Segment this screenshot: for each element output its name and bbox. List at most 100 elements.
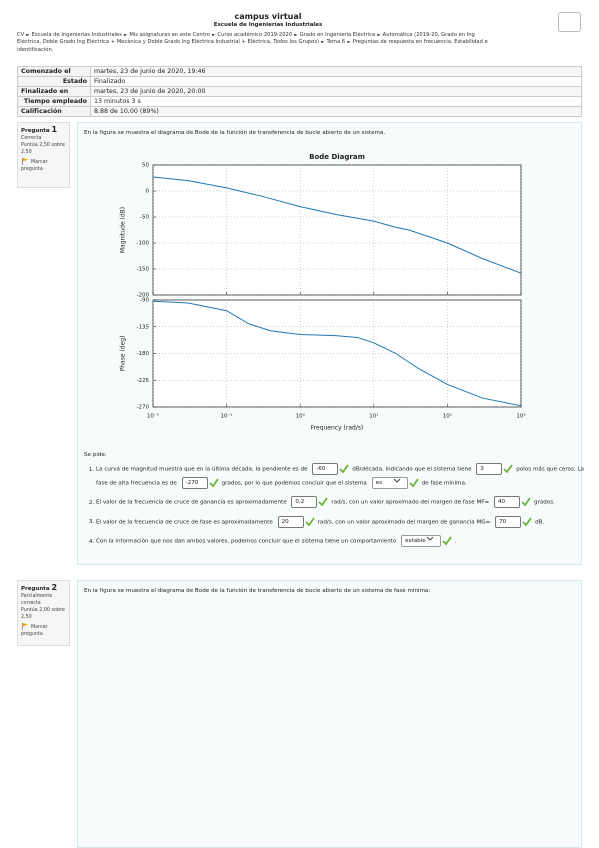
question-num: 1 bbox=[51, 125, 58, 134]
subquestion: El valor de la frecuencia de cruce de fa… bbox=[96, 515, 586, 530]
caret-icon bbox=[393, 478, 400, 483]
answer-input[interactable]: 3 bbox=[476, 463, 503, 475]
y-tick-label: -150 bbox=[137, 267, 150, 273]
summary-row: Tiempo empleado 13 minutos 3 s bbox=[17, 96, 582, 107]
summary-value: martes, 23 de junio de 2020, 20:00 bbox=[90, 86, 582, 97]
bode-chart: Bode Diagram -200 -150 -100 -50 0 50 Magnitude … bbox=[120, 153, 526, 432]
breadcrumb-link[interactable]: Tema 6 bbox=[326, 39, 346, 46]
check-icon bbox=[503, 464, 514, 474]
flag-question[interactable]: Marcar pregunta bbox=[21, 623, 66, 638]
subquestion: El valor de la frecuencia de cruce de ga… bbox=[96, 496, 586, 510]
question-number: Pregunta 2 bbox=[21, 584, 66, 593]
text: dB. bbox=[535, 519, 545, 525]
text: Con la información que nos dan ambos val… bbox=[96, 538, 397, 545]
flag-label: Marcar pregunta bbox=[21, 625, 48, 637]
flag-icon bbox=[22, 623, 28, 630]
summary-key: Calificación bbox=[17, 106, 91, 117]
subquestion: La curva de magnitud muestra que en la ú… bbox=[96, 463, 586, 490]
summary-key: Tiempo empleado bbox=[17, 96, 91, 107]
summary-row: Calificación 8,88 de 10,00 (89%) bbox=[17, 106, 582, 117]
x-tick-label: 10⁻² bbox=[147, 413, 159, 420]
x-axis-label: Frequency (rad/s) bbox=[311, 425, 364, 432]
check-icon bbox=[304, 516, 315, 526]
answer-input[interactable]: -270 bbox=[181, 476, 208, 489]
y-axis-label: Phase (deg) bbox=[120, 336, 127, 372]
flag-label: Marcar pregunta bbox=[21, 160, 48, 172]
y-tick-label: -270 bbox=[137, 405, 150, 411]
site-subtitle: Escuela de Ingenierías Industriales bbox=[213, 22, 323, 28]
answer-select[interactable]: estable bbox=[401, 535, 441, 547]
y-tick-label: 50 bbox=[142, 163, 149, 169]
question-num: 2 bbox=[51, 583, 58, 592]
question-text: En la figura se muestra el diagrama de B… bbox=[84, 130, 386, 136]
breadcrumb: CV ► Escuela de Ingenierías Industriales ► M… bbox=[17, 32, 497, 54]
question-label: Pregunta bbox=[21, 128, 50, 134]
question-grade: Puntúa 2,50 sobre 2,50 bbox=[21, 143, 65, 155]
answer-input[interactable]: 20 bbox=[277, 515, 304, 528]
breadcrumb-separator: ► bbox=[321, 40, 325, 46]
check-icon bbox=[522, 516, 532, 526]
subquestions: La curva de magnitud muestra que en la ú… bbox=[78, 463, 586, 555]
check-icon bbox=[442, 536, 452, 546]
text: . bbox=[454, 538, 457, 545]
answer-input[interactable]: 70 bbox=[495, 515, 522, 528]
breadcrumb-link[interactable]: Mis asignaturas en este Centro bbox=[129, 32, 210, 38]
summary-row: Comenzado el martes, 23 de junio de 2020,… bbox=[17, 66, 582, 77]
question-content: En la figura se muestra el diagrama de B… bbox=[77, 580, 582, 848]
site-title[interactable]: campus virtual bbox=[234, 12, 302, 21]
line-series bbox=[152, 300, 522, 407]
summary-row: Estado Finalizado bbox=[17, 76, 582, 87]
select-value: estable bbox=[405, 538, 426, 544]
caret-icon bbox=[426, 536, 434, 541]
check-icon bbox=[208, 477, 219, 487]
prompt: Se pide: bbox=[84, 452, 107, 458]
text: La curva de magnitud muestra que en la ú… bbox=[96, 466, 308, 473]
breadcrumb-link[interactable]: Escuela de Ingenierías Industriales bbox=[31, 32, 122, 38]
summary-key: Comenzado el bbox=[17, 66, 91, 77]
text: grados, por lo que podemos concluir que … bbox=[221, 480, 367, 486]
chart-title: Bode Diagram bbox=[309, 153, 365, 161]
flag-icon bbox=[22, 158, 28, 165]
summary-key: Finalizado en bbox=[17, 86, 91, 97]
question-info: Pregunta 1 Correcta Puntúa 2,50 sobre 2,50… bbox=[17, 122, 70, 188]
check-icon bbox=[339, 464, 349, 474]
breadcrumb-separator: ► bbox=[211, 33, 216, 38]
check-icon bbox=[521, 497, 531, 507]
y-tick-label: -200 bbox=[137, 293, 150, 299]
text: grados. bbox=[533, 499, 555, 506]
answer-input[interactable]: 0,2 bbox=[291, 496, 318, 508]
flag-question[interactable]: Marcar pregunta bbox=[21, 158, 66, 173]
x-tick-label: 10⁻¹ bbox=[221, 413, 233, 420]
answer-input[interactable]: -60 bbox=[312, 463, 339, 475]
summary-value: 8,88 de 10,00 (89%) bbox=[90, 106, 582, 117]
text: rad/s, con un valor aproximado del marge… bbox=[331, 499, 490, 506]
subquestion: Con la información que nos dan ambos val… bbox=[96, 535, 586, 549]
breadcrumb-separator: ► bbox=[347, 40, 351, 46]
x-tick-label: 10² bbox=[443, 413, 452, 420]
question-content: En la figura se muestra el diagrama de B… bbox=[77, 122, 584, 565]
line-series bbox=[152, 176, 522, 274]
breadcrumb-link[interactable]: Automática (2019-20, Grado en Ing Eléctr… bbox=[17, 32, 475, 46]
breadcrumb-separator: ► bbox=[123, 33, 128, 38]
y-tick-label: -100 bbox=[137, 241, 150, 247]
summary-value: 13 minutos 3 s bbox=[90, 96, 582, 107]
question-info: Pregunta 2 Parcialmente correcta Puntúa 2,… bbox=[17, 580, 70, 646]
answer-select[interactable]: es bbox=[371, 476, 408, 489]
menu-button[interactable] bbox=[558, 12, 581, 32]
check-icon bbox=[318, 497, 329, 507]
y-tick-label: -90 bbox=[140, 298, 149, 304]
check-icon bbox=[408, 477, 419, 487]
breadcrumb-separator: ► bbox=[294, 33, 298, 38]
y-tick-label: -180 bbox=[137, 351, 150, 357]
breadcrumb-link[interactable]: CV bbox=[17, 32, 25, 38]
summary-key: Estado bbox=[17, 76, 91, 87]
breadcrumb-link[interactable]: Grado en Ingeniería Eléctrica bbox=[299, 32, 376, 38]
answer-input[interactable]: 40 bbox=[493, 496, 520, 508]
breadcrumb-link[interactable]: Curso académico 2019-2020 bbox=[217, 32, 293, 38]
select-value: es bbox=[375, 479, 382, 486]
breadcrumb-link[interactable]: Preguntas de respuesta en frecuencia. Es… bbox=[17, 39, 488, 53]
y-tick-label: -225 bbox=[137, 378, 150, 384]
text: El valor de la frecuencia de cruce de ga… bbox=[96, 499, 287, 506]
text: El valor de la frecuencia de cruce de fa… bbox=[96, 519, 273, 525]
